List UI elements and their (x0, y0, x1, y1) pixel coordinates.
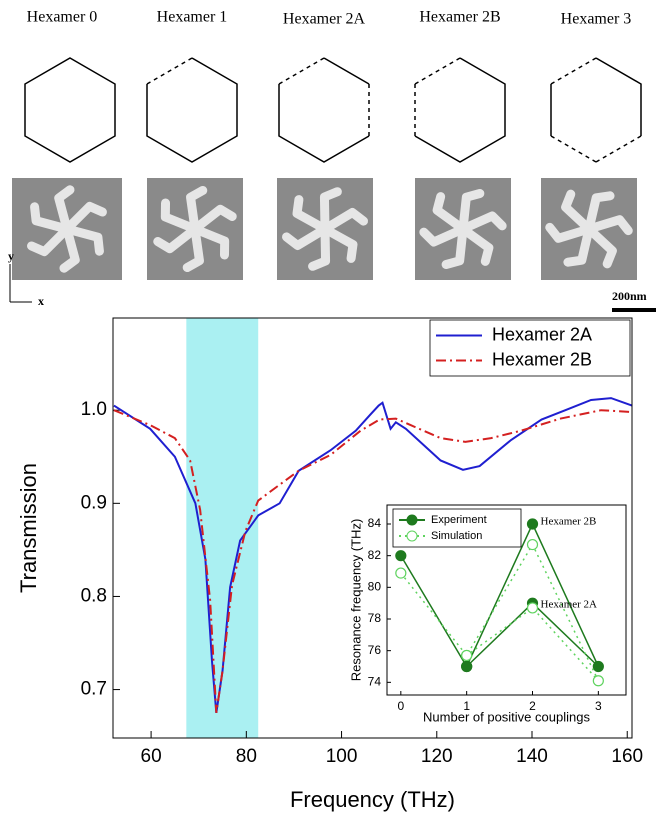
hexagon (415, 58, 505, 162)
legend-marker (407, 515, 417, 525)
scale-bar-label: 200nm (612, 289, 647, 303)
top-panel (25, 58, 641, 162)
data-point (396, 568, 406, 578)
structure-label: Hexamer 0 (27, 9, 98, 26)
data-point (462, 662, 472, 672)
y-tick-label: 74 (368, 675, 382, 689)
axis-letter: y (8, 249, 14, 263)
data-point (593, 676, 603, 686)
data-point (528, 540, 538, 550)
hexagon (25, 58, 115, 162)
x-tick-label: 0 (397, 699, 404, 713)
structure-label: Hexamer 3 (561, 11, 632, 28)
data-point (528, 603, 538, 613)
annotation: Hexamer 2B (541, 516, 597, 528)
x-axis-label: Frequency (THz) (290, 787, 455, 812)
x-tick-label: 60 (141, 746, 162, 767)
legend-marker (407, 531, 417, 541)
y-axis-label: Resonance frequency (THz) (348, 519, 363, 682)
y-axis-label: Transmission (16, 463, 41, 593)
x-tick-label: 100 (326, 746, 358, 767)
x-tick-label: 160 (611, 746, 643, 767)
y-tick-label: 0.8 (81, 585, 107, 606)
y-tick-label: 0.9 (81, 492, 107, 513)
legend-label: Simulation (431, 530, 482, 542)
legend-label: Hexamer 2A (492, 324, 592, 344)
structure-label: Hexamer 2A (283, 11, 366, 28)
y-tick-label: 78 (368, 611, 382, 625)
legend-label: Experiment (431, 514, 487, 526)
legend-label: Hexamer 2B (492, 349, 592, 369)
charts: 60 80 100 120 140 160 0.7 0.8 0.9 1.0 Frequency (T… (16, 318, 643, 812)
y-tick-label: 0.7 (81, 679, 107, 700)
y-tick-label: 1.0 (81, 399, 107, 420)
axis-letter: x (38, 294, 44, 308)
sem-images (12, 178, 637, 280)
x-tick-label: 140 (516, 746, 548, 767)
x-axis-label: Number of positive couplings (423, 709, 590, 724)
x-tick-label: 80 (236, 746, 257, 767)
hexagon (551, 58, 641, 162)
hexagon (279, 58, 369, 162)
structure-label: Hexamer 1 (157, 9, 228, 26)
y-tick-label: 76 (368, 643, 382, 657)
annotation: Hexamer 2A (541, 599, 598, 611)
y-tick-label: 84 (368, 516, 382, 530)
x-tick-label: 3 (595, 699, 602, 713)
data-point (593, 662, 603, 672)
data-point (462, 650, 472, 660)
y-tick-label: 80 (368, 580, 382, 594)
y-tick-label: 82 (368, 548, 382, 562)
scale-bar (612, 308, 656, 312)
data-point (396, 551, 406, 561)
data-point (528, 519, 538, 529)
hexagon (147, 58, 237, 162)
structure-label: Hexamer 2B (419, 9, 500, 26)
x-tick-label: 120 (421, 746, 453, 767)
figure: Hexamer 0 Hexamer 1 Hexamer 2A Hexamer 2… (0, 0, 656, 821)
